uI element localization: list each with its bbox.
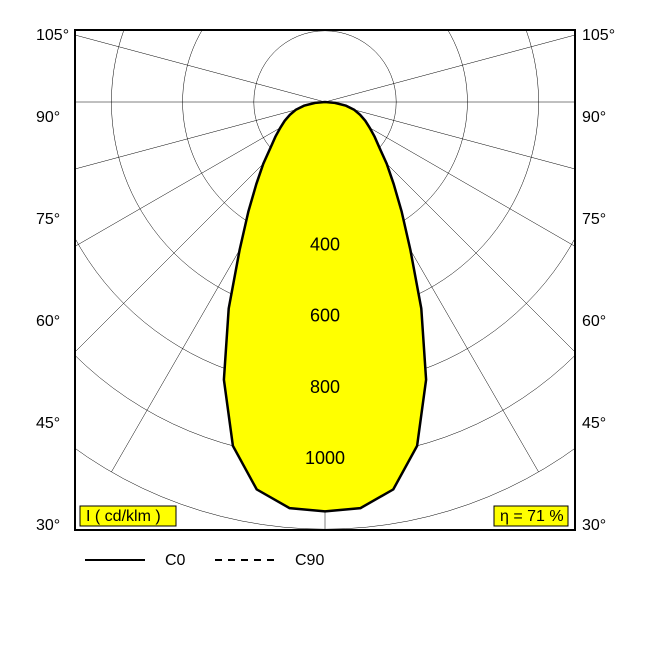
svg-text:I ( cd/klm ): I ( cd/klm ) (86, 508, 161, 525)
angle-label-left: 30° (36, 517, 60, 534)
svg-text:η = 71 %: η = 71 % (500, 508, 564, 525)
legend-label: C0 (165, 552, 186, 569)
legend-label: C90 (295, 552, 324, 569)
grid-spoke (0, 0, 325, 102)
angle-label-left: 90° (36, 109, 60, 126)
grid-spoke (325, 0, 650, 102)
legend: C0 C90 (85, 552, 324, 569)
angle-label-left: 45° (36, 415, 60, 432)
angle-label-left: 60° (36, 313, 60, 330)
angle-label-right: 30° (582, 517, 606, 534)
radial-label: 1000 (305, 448, 345, 468)
angle-label-right: 105° (582, 27, 615, 44)
angle-label-right: 90° (582, 109, 606, 126)
radial-label: 800 (310, 377, 340, 397)
angle-label-right: 75° (582, 211, 606, 228)
radial-label: 400 (310, 234, 340, 254)
angle-labels-left: 30° 45° 60° 75° 90° 105° (36, 27, 69, 534)
angle-label-right: 45° (582, 415, 606, 432)
radial-label: 600 (310, 306, 340, 326)
angle-labels-right: 30° 45° 60° 75° 90° 105° (582, 27, 615, 534)
angle-label-left: 105° (36, 27, 69, 44)
angle-label-left: 75° (36, 211, 60, 228)
unit-annotation: I ( cd/klm ) (80, 506, 176, 526)
angle-label-right: 60° (582, 313, 606, 330)
efficiency-annotation: η = 71 % (494, 506, 568, 526)
